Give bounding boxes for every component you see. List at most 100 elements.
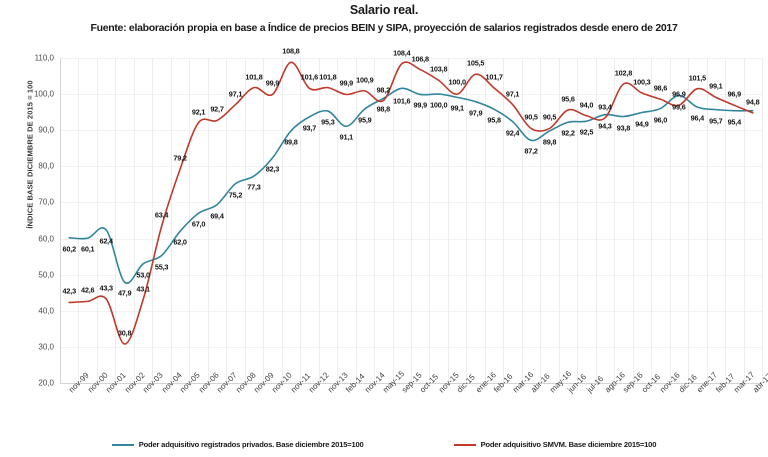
y-axis-tick: 50,0	[38, 270, 54, 280]
y-axis-tick: 80,0	[38, 161, 54, 171]
data-point-label: 90,5	[524, 112, 538, 122]
data-point-label: 100,0	[448, 77, 466, 87]
legend-color-swatch	[111, 443, 134, 446]
data-point-label: 60,2	[62, 244, 77, 254]
x-gridline	[300, 58, 302, 383]
data-point-label: 98,6	[653, 83, 668, 93]
legend-label: Poder adquisitivo registrados privados. …	[138, 440, 364, 449]
x-gridline	[706, 58, 708, 383]
data-point-label: 67,0	[191, 219, 206, 229]
data-point-label: 69,4	[210, 211, 224, 221]
data-point-label: 53,0	[136, 270, 150, 280]
data-point-label: 90,5	[542, 112, 557, 122]
x-gridline	[743, 58, 745, 383]
x-gridline	[318, 58, 320, 383]
y-axis-tick: 30,0	[38, 342, 54, 352]
x-gridline	[263, 58, 265, 383]
x-gridline	[429, 58, 431, 383]
x-gridline	[688, 58, 690, 383]
data-point-label: 93,7	[302, 123, 317, 133]
y-axis-tick: 40,0	[38, 306, 54, 316]
x-gridline	[595, 58, 597, 383]
legend-item-registrados[interactable]: Poder adquisitivo registrados privados. …	[111, 440, 364, 449]
legend-item-smvm[interactable]: Poder adquisitivo SMVM. Base diciembre 2…	[453, 440, 656, 449]
y-axis-tick: 90,0	[38, 125, 54, 135]
data-point-label: 92,1	[191, 107, 206, 117]
x-gridline	[355, 58, 357, 383]
data-point-label: 47,9	[117, 288, 132, 298]
chart-subtitle: Fuente: elaboración propia en base a Índ…	[90, 22, 678, 34]
x-gridline	[226, 58, 228, 383]
line-registrados-privados	[68, 87, 754, 285]
x-gridline	[466, 58, 468, 383]
data-point-label: 75,2	[228, 190, 243, 200]
data-point-label: 95,7	[709, 116, 723, 126]
y-axis-tick: 60,0	[38, 234, 54, 244]
x-gridline	[651, 58, 653, 383]
data-point-label: 92,7	[210, 104, 224, 114]
data-point-label: 60,1	[81, 244, 95, 254]
data-point-label: 99,6	[672, 102, 686, 112]
data-point-label: 102,8	[614, 68, 633, 78]
data-point-label: 91,1	[339, 132, 354, 142]
x-gridline	[152, 58, 154, 383]
y-axis-line	[60, 58, 61, 383]
x-gridline	[96, 58, 98, 383]
x-gridline	[558, 58, 560, 383]
data-point-label: 93,4	[598, 102, 612, 112]
data-point-label: 93,8	[616, 123, 631, 132]
data-point-label: 63,4	[154, 210, 169, 220]
data-point-label: 101,6	[393, 96, 411, 106]
x-gridline	[447, 58, 449, 383]
data-point-label: 106,8	[411, 54, 429, 64]
data-point-label: 43,1	[136, 284, 150, 294]
chart-title: Salario real.	[349, 3, 419, 17]
data-point-label: 100,0	[430, 100, 448, 110]
x-gridline	[484, 58, 486, 383]
data-point-label: 94,8	[746, 97, 760, 107]
data-point-label: 92,4	[505, 128, 520, 138]
x-gridline	[632, 58, 634, 383]
data-point-label: 97,1	[228, 89, 243, 99]
data-point-label: 82,3	[265, 164, 280, 174]
x-gridline	[78, 58, 80, 383]
x-gridline	[207, 58, 209, 383]
data-point-label: 98,8	[376, 104, 391, 114]
data-point-label: 92,5	[579, 127, 594, 137]
data-point-label: 79,2	[173, 153, 187, 163]
data-point-label: 103,8	[430, 64, 448, 74]
data-point-label: 105,5	[467, 58, 485, 68]
x-gridline	[281, 58, 283, 383]
data-point-label: 89,8	[284, 137, 298, 147]
data-point-label: 95,9	[358, 115, 372, 125]
x-gridline	[244, 58, 246, 383]
data-point-label: 92,2	[561, 128, 575, 138]
x-gridline	[577, 58, 579, 383]
data-point-label: 95,4	[727, 117, 742, 127]
legend-color-swatch	[453, 443, 476, 446]
data-point-label: 43,3	[99, 283, 113, 293]
data-point-label: 30,8	[117, 328, 132, 338]
data-point-label: 95,3	[321, 117, 335, 127]
data-point-label: 99,9	[339, 78, 354, 88]
y-axis-tick: 70,0	[38, 197, 54, 207]
data-point-label: 87,2	[524, 146, 538, 156]
data-point-label: 101,8	[319, 72, 337, 82]
x-gridline	[411, 58, 412, 383]
data-point-label: 101,8	[245, 72, 263, 82]
x-gridline	[669, 58, 671, 383]
data-point-label: 101,7	[485, 72, 503, 82]
x-gridline	[540, 58, 542, 383]
data-point-label: 55,3	[154, 262, 169, 272]
data-point-label: 99,9	[265, 78, 280, 88]
data-point-label: 94,9	[635, 119, 649, 129]
data-point-label: 98,2	[376, 85, 391, 95]
x-gridline	[374, 58, 376, 383]
data-point-label: 42,6	[81, 285, 95, 295]
data-point-label: 42,3	[62, 286, 77, 296]
data-point-label: 77,3	[247, 182, 261, 192]
data-point-label: 101,5	[688, 73, 706, 83]
x-gridline	[503, 58, 505, 383]
